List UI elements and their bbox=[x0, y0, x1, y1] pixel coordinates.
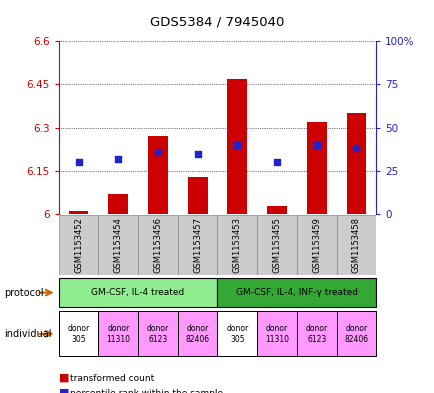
Text: transformed count: transformed count bbox=[69, 374, 154, 382]
Point bbox=[312, 142, 319, 148]
Bar bbox=[346, 113, 365, 214]
Bar bbox=[227, 79, 247, 214]
Text: GSM1153453: GSM1153453 bbox=[232, 217, 241, 273]
Text: GM-CSF, IL-4 treated: GM-CSF, IL-4 treated bbox=[91, 288, 184, 297]
Bar bbox=[69, 211, 88, 214]
Bar bbox=[296, 215, 336, 275]
Text: donor
6123: donor 6123 bbox=[305, 324, 327, 343]
Point bbox=[154, 149, 161, 155]
Text: GSM1153456: GSM1153456 bbox=[153, 217, 162, 273]
Text: ■: ■ bbox=[59, 373, 69, 383]
Text: ■: ■ bbox=[59, 388, 69, 393]
Text: GSM1153452: GSM1153452 bbox=[74, 217, 83, 273]
Bar bbox=[98, 215, 138, 275]
Text: donor
305: donor 305 bbox=[226, 324, 248, 343]
Bar bbox=[306, 122, 326, 214]
Bar bbox=[59, 215, 98, 275]
Text: percentile rank within the sample: percentile rank within the sample bbox=[69, 389, 222, 393]
Point bbox=[115, 156, 122, 162]
Bar bbox=[217, 215, 256, 275]
Text: donor
82406: donor 82406 bbox=[185, 324, 209, 343]
Bar bbox=[178, 215, 217, 275]
Text: donor
82406: donor 82406 bbox=[344, 324, 368, 343]
Text: donor
11310: donor 11310 bbox=[264, 324, 288, 343]
Bar bbox=[187, 177, 207, 214]
Bar bbox=[256, 215, 296, 275]
Bar bbox=[108, 194, 128, 214]
Text: donor
11310: donor 11310 bbox=[106, 324, 130, 343]
Text: GSM1153457: GSM1153457 bbox=[193, 217, 202, 273]
Text: GSM1153454: GSM1153454 bbox=[114, 217, 122, 273]
Text: protocol: protocol bbox=[4, 288, 44, 298]
Bar bbox=[336, 215, 375, 275]
Point bbox=[273, 159, 280, 165]
Point bbox=[233, 142, 240, 148]
Point bbox=[352, 145, 359, 152]
Point bbox=[75, 159, 82, 165]
Bar bbox=[138, 215, 178, 275]
Text: donor
305: donor 305 bbox=[67, 324, 89, 343]
Text: individual: individual bbox=[4, 329, 52, 339]
Point bbox=[194, 151, 201, 157]
Text: GM-CSF, IL-4, INF-γ treated: GM-CSF, IL-4, INF-γ treated bbox=[235, 288, 357, 297]
Text: GSM1153459: GSM1153459 bbox=[312, 217, 320, 273]
Bar bbox=[148, 136, 168, 214]
Text: GSM1153455: GSM1153455 bbox=[272, 217, 281, 273]
Text: GDS5384 / 7945040: GDS5384 / 7945040 bbox=[150, 16, 284, 29]
Text: donor
6123: donor 6123 bbox=[147, 324, 169, 343]
Text: GSM1153458: GSM1153458 bbox=[351, 217, 360, 273]
Bar bbox=[266, 206, 286, 214]
